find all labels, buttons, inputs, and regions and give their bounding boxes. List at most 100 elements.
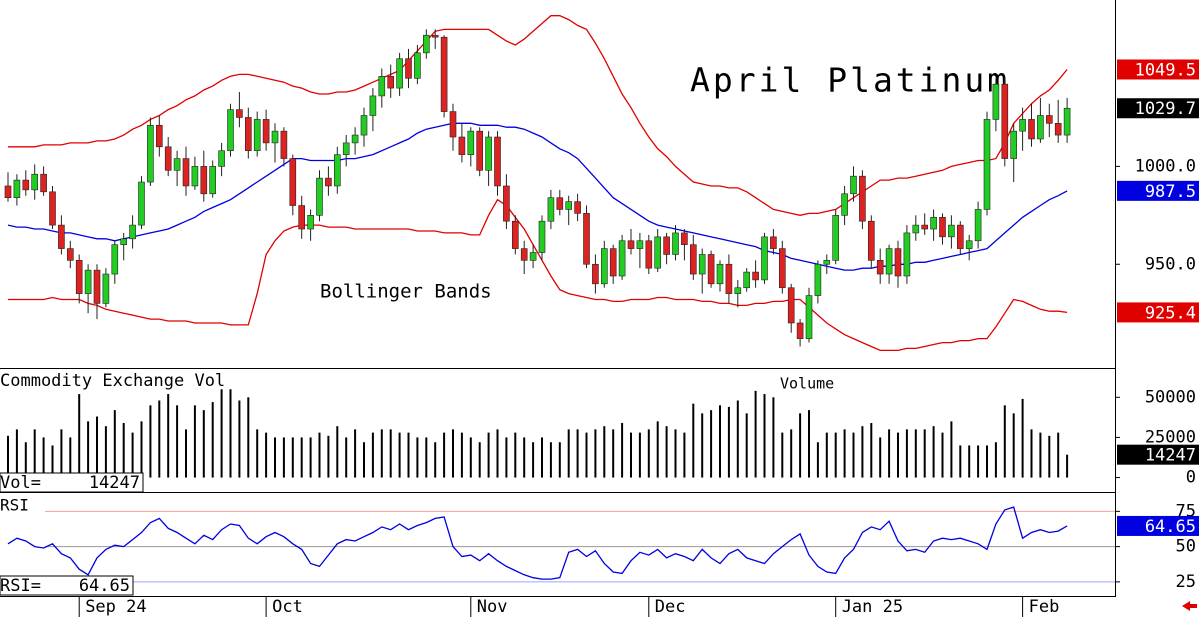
volume-bar xyxy=(532,442,535,478)
annotation: Bollinger Bands xyxy=(320,281,492,303)
volume-bar xyxy=(87,421,90,478)
volume-bar xyxy=(229,389,232,478)
candle-body xyxy=(200,166,208,195)
volume-bar xyxy=(104,426,107,478)
volume-bar xyxy=(42,437,45,478)
volume-bar xyxy=(710,410,713,478)
volume-bar xyxy=(51,445,54,478)
candle-body xyxy=(40,173,47,193)
candle-body xyxy=(654,236,662,269)
volume-bar xyxy=(799,413,802,478)
candle-body xyxy=(173,158,181,171)
volume-bar xyxy=(870,422,873,478)
candle-body xyxy=(965,240,973,249)
y-tick-label: 25 xyxy=(1176,572,1196,592)
candle-body xyxy=(859,175,866,222)
candle-body xyxy=(672,232,679,255)
value-box xyxy=(1117,98,1199,119)
candle-body xyxy=(1010,130,1018,159)
candle-body xyxy=(645,240,653,269)
candle-body xyxy=(716,263,724,285)
value-box-label: 14247 xyxy=(1145,446,1196,466)
volume-bar xyxy=(389,429,392,478)
volume-bar xyxy=(211,402,214,478)
volume-bar xyxy=(318,432,321,478)
candle-body xyxy=(22,179,30,191)
candle-body xyxy=(903,232,911,277)
volume-bar xyxy=(15,429,18,478)
volume-bar xyxy=(1066,454,1069,478)
volume-bar xyxy=(647,429,650,478)
candle-body xyxy=(725,263,733,294)
volume-bar xyxy=(1048,435,1051,478)
volume-bar xyxy=(140,421,143,478)
candle-body xyxy=(414,52,421,79)
volume-bar xyxy=(665,426,668,478)
candle-body xyxy=(814,263,822,296)
candle-body xyxy=(805,295,813,339)
volume-bar xyxy=(754,390,757,478)
candle-body xyxy=(547,197,555,222)
candle-body xyxy=(440,36,448,112)
candle-body xyxy=(734,287,742,294)
candle-body xyxy=(333,154,341,187)
volume-bar xyxy=(701,413,704,478)
volume-bar xyxy=(452,429,454,478)
volume-bar xyxy=(692,403,695,478)
readout-box xyxy=(0,472,144,493)
candle-body xyxy=(636,240,644,249)
volume-bar xyxy=(291,437,294,478)
volume-bar xyxy=(923,429,926,478)
candle-body xyxy=(316,177,323,216)
volume-bar xyxy=(1039,432,1042,478)
volume-bar xyxy=(852,432,855,478)
volume-bar xyxy=(336,426,339,478)
candle-body xyxy=(1037,115,1044,140)
candle-body xyxy=(1054,123,1062,136)
candle-body xyxy=(102,273,110,304)
volume-bar xyxy=(505,437,508,478)
volume-bar xyxy=(932,426,935,478)
candle-body xyxy=(369,95,377,116)
value-box-label: 925.4 xyxy=(1145,303,1196,323)
candle-body xyxy=(948,224,955,238)
candle-body xyxy=(939,216,946,238)
candle-body xyxy=(770,236,777,249)
volume-bar xyxy=(407,432,410,478)
volume-bar xyxy=(202,410,205,478)
volume-bar xyxy=(888,429,891,478)
candle-body xyxy=(449,111,457,138)
candle-body xyxy=(405,58,412,79)
candle-body xyxy=(761,236,768,281)
candle-body xyxy=(992,83,1000,120)
volume-bar xyxy=(630,432,632,478)
scroll-arrow[interactable] xyxy=(1182,601,1197,611)
volume-bar xyxy=(781,432,784,478)
volume-bar xyxy=(496,429,499,478)
volume-bar xyxy=(176,405,179,478)
volume-bar xyxy=(371,432,374,478)
volume-bar xyxy=(460,432,463,478)
volume-bar xyxy=(167,394,170,478)
candle-body xyxy=(930,216,937,230)
volume-bar xyxy=(1003,405,1006,478)
candle-body xyxy=(832,215,840,261)
candle-body xyxy=(49,191,56,226)
volume-bar xyxy=(861,426,864,478)
candle-body xyxy=(1001,83,1009,159)
volume-bar xyxy=(185,429,187,478)
candle-body xyxy=(1063,107,1071,136)
volume-bar xyxy=(968,445,971,478)
candle-body xyxy=(396,58,403,89)
candle-body xyxy=(1046,115,1053,124)
volume-bar xyxy=(567,429,570,478)
y-tick-label: 50 xyxy=(1176,537,1196,557)
candle-body xyxy=(1028,119,1035,140)
candle-body xyxy=(796,322,804,339)
candle-body xyxy=(476,130,484,171)
rsi-line xyxy=(7,506,1068,580)
volume-bar xyxy=(576,429,579,478)
x-tick-label: Oct xyxy=(272,597,303,617)
candle-body xyxy=(182,158,190,187)
